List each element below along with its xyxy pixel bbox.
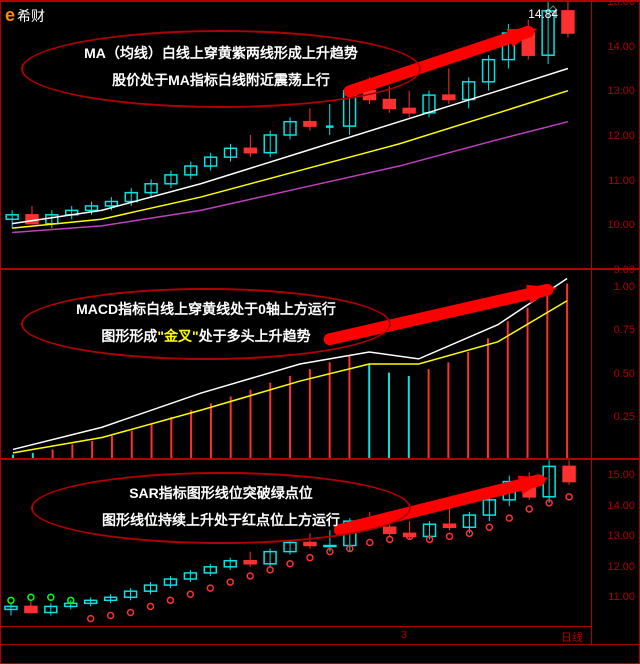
annotation-2-line1: MACD指标白线上穿黄线处于0轴上方运行	[41, 296, 371, 323]
annotation-1-line1: MA（均线）白线上穿黄紫两线形成上升趋势	[46, 40, 396, 67]
sar-y-axis: 11.0012.0013.0014.0015.00	[591, 460, 639, 644]
annotation-2: MACD指标白线上穿黄线处于0轴上方运行 图形形成"金叉"处于多头上升趋势	[41, 296, 371, 349]
annotation-1: MA（均线）白线上穿黄紫两线形成上升趋势 股价处于MA指标白线附近震荡上行	[46, 40, 396, 93]
annotation-1-line2: 股价处于MA指标白线附近震荡上行	[46, 67, 396, 94]
price-panel: 14.84 MA（均线）白线上穿黄紫两线形成上升趋势 股价处于MA指标白线附近震…	[1, 1, 639, 269]
watermark-logo: e	[5, 5, 15, 26]
chart-container: e 希财 14.84 MA（均线）白线上穿黄紫两线形成上升趋势 股价处于MA指标…	[0, 0, 640, 664]
svg-text:14.84: 14.84	[528, 7, 558, 21]
macd-y-axis: 0.250.500.751.00	[591, 270, 639, 458]
annotation-2-line2: 图形形成"金叉"处于多头上升趋势	[41, 323, 371, 350]
watermark: e 希财	[5, 5, 45, 26]
watermark-text: 希财	[17, 6, 45, 26]
price-chart-area[interactable]: 14.84 MA（均线）白线上穿黄紫两线形成上升趋势 股价处于MA指标白线附近震…	[1, 2, 591, 268]
sar-panel: SAR指标图形线位突破绿点位 图形线位持续上升处于红点位上方运行 11.0012…	[1, 459, 639, 645]
price-y-axis: 9.0010.0011.0012.0013.0014.0015.00	[591, 2, 639, 268]
sar-chart-area[interactable]: SAR指标图形线位突破绿点位 图形线位持续上升处于红点位上方运行	[1, 460, 591, 644]
annotation-3: SAR指标图形线位突破绿点位 图形线位持续上升处于红点位上方运行	[61, 480, 381, 533]
macd-chart-area[interactable]: MACD指标白线上穿黄线处于0轴上方运行 图形形成"金叉"处于多头上升趋势	[1, 270, 591, 458]
annotation-3-line1: SAR指标图形线位突破绿点位	[61, 480, 381, 507]
annotation-3-line2: 图形线位持续上升处于红点位上方运行	[61, 507, 381, 534]
macd-panel: MACD指标白线上穿黄线处于0轴上方运行 图形形成"金叉"处于多头上升趋势 0.…	[1, 269, 639, 459]
x-axis: 3日线	[1, 626, 591, 644]
